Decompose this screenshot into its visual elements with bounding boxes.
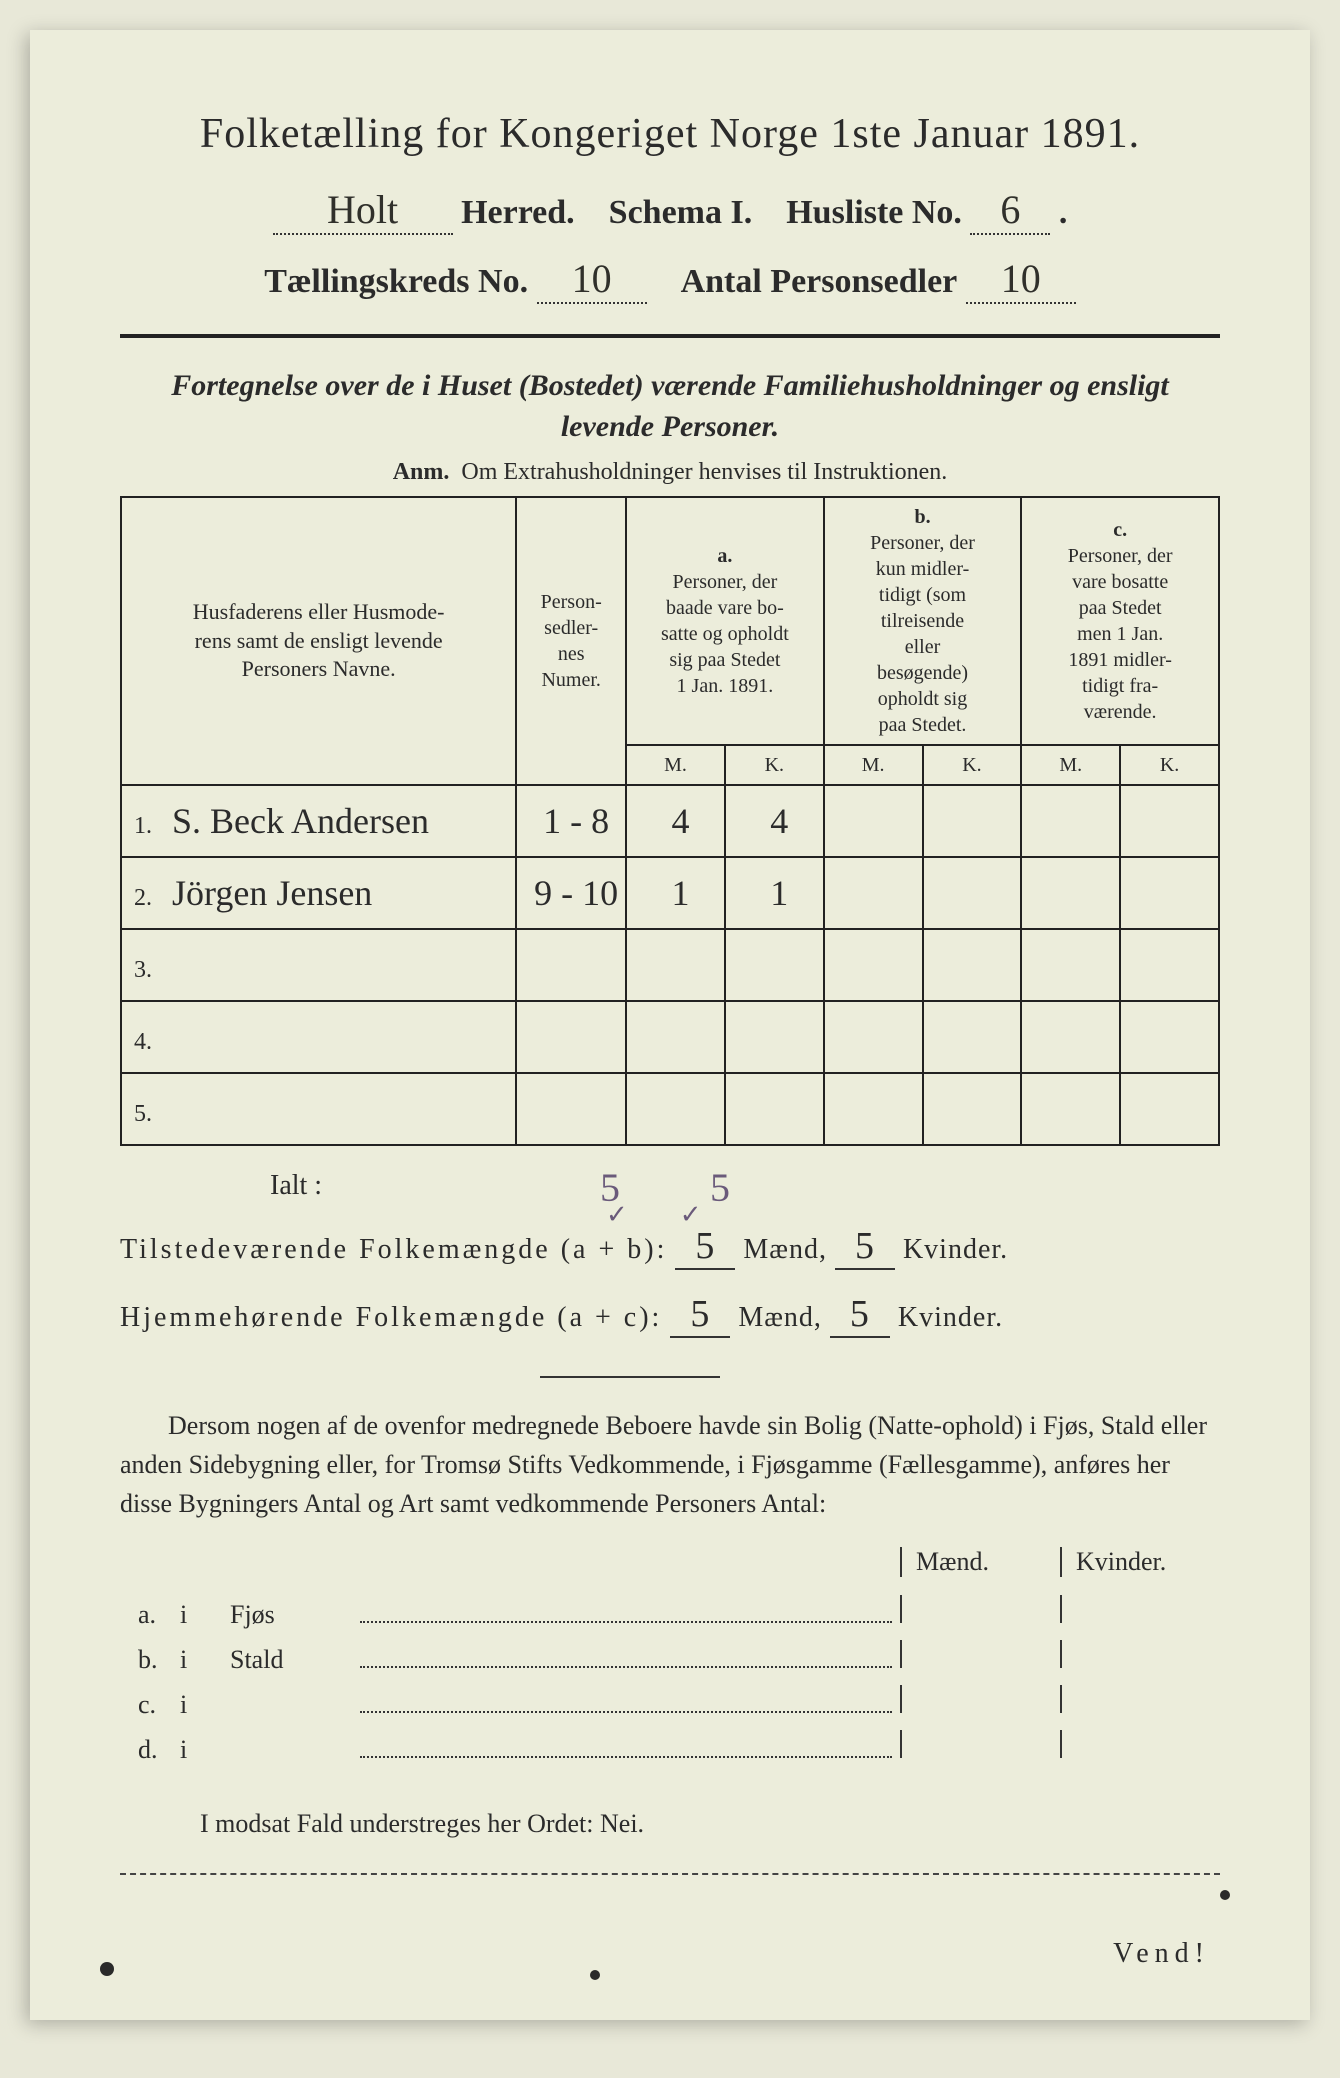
cell-cm	[1021, 857, 1120, 929]
ink-spot	[590, 1970, 600, 1980]
header-row-2: Holt Herred. Schema I. Husliste No. 6 .	[120, 186, 1220, 235]
cell-ak	[725, 929, 824, 1001]
table-row: 3.	[121, 929, 1219, 1001]
building-list: a.iFjøs b.iStald c.i d.i	[120, 1595, 1220, 1765]
herred-label: Herred.	[461, 194, 575, 231]
herred-value: Holt	[273, 186, 453, 235]
th-col-c: c. Personer, der vare bosatte paa Stedet…	[1021, 497, 1219, 745]
cell-bk	[923, 929, 1022, 1001]
short-rule	[540, 1376, 720, 1378]
cell-bm	[824, 857, 923, 929]
building-paragraph: Dersom nogen af de ovenfor medregnede Be…	[120, 1406, 1220, 1523]
ialt-row: Ialt : 5 5 ✓✓	[120, 1170, 1220, 1202]
antal-label: Antal Personsedler	[681, 263, 958, 300]
bottom-rule	[120, 1873, 1220, 1875]
summary-line-1: Tilstedeværende Folkemængde (a + b): 5 M…	[120, 1224, 1220, 1270]
table-row: 4.	[121, 1001, 1219, 1073]
cell-cm	[1021, 1073, 1120, 1145]
census-form-page: Folketælling for Kongeriget Norge 1ste J…	[30, 30, 1310, 2020]
list-item: d.i	[120, 1730, 1220, 1765]
mk-header: Mænd. Kvinder.	[120, 1547, 1220, 1577]
cell-ck	[1120, 929, 1219, 1001]
ink-spot	[1220, 1890, 1230, 1900]
check-marks: ✓✓	[606, 1200, 754, 1230]
cell-am	[626, 929, 725, 1001]
antal-no: 10	[966, 255, 1076, 304]
cell-bk	[923, 1073, 1022, 1145]
cell-bm	[824, 1073, 923, 1145]
person-numbers	[516, 929, 626, 1001]
cell-ak: 4	[725, 785, 824, 857]
row-number: 3.	[121, 929, 516, 1001]
th-col-b: b. Personer, der kun midler- tidigt (som…	[824, 497, 1022, 745]
table-row: 2. Jörgen Jensen9 - 1011	[121, 857, 1219, 929]
th-number: Person- sedler- nes Numer.	[516, 497, 626, 785]
list-item: b.iStald	[120, 1640, 1220, 1675]
cell-bk	[923, 1001, 1022, 1073]
person-numbers: 1 - 8	[516, 785, 626, 857]
anm-note: Anm. Om Extrahusholdninger henvises til …	[120, 459, 1220, 486]
list-item: c.i	[120, 1685, 1220, 1720]
th-name: Husfaderens eller Husmode- rens samt de …	[121, 497, 516, 785]
divider	[120, 334, 1220, 338]
cell-am: 4	[626, 785, 725, 857]
cell-ak	[725, 1001, 824, 1073]
cell-bk	[923, 785, 1022, 857]
section-heading: Fortegnelse over de i Huset (Bostedet) v…	[120, 366, 1220, 447]
household-table: Husfaderens eller Husmode- rens samt de …	[120, 496, 1220, 1146]
kreds-no: 10	[537, 255, 647, 304]
cell-bk	[923, 857, 1022, 929]
row-number: 5.	[121, 1073, 516, 1145]
husliste-no: 6	[970, 186, 1050, 235]
kreds-label: Tællingskreds No.	[264, 263, 528, 300]
husliste-label: Husliste No.	[786, 194, 962, 231]
ink-spot	[100, 1962, 114, 1976]
summary-line-2: Hjemmehørende Folkemængde (a + c): 5 Mæn…	[120, 1292, 1220, 1338]
page-title: Folketælling for Kongeriget Norge 1ste J…	[120, 110, 1220, 158]
schema-label: Schema I.	[609, 194, 753, 231]
vend-label: Vend!	[1113, 1938, 1210, 1970]
table-row: 5.	[121, 1073, 1219, 1145]
cell-bm	[824, 785, 923, 857]
cell-bm	[824, 1001, 923, 1073]
cell-ak: 1	[725, 857, 824, 929]
row-number: 2. Jörgen Jensen	[121, 857, 516, 929]
row-number: 4.	[121, 1001, 516, 1073]
person-numbers: 9 - 10	[516, 857, 626, 929]
th-col-a: a. Personer, der baade vare bo- satte og…	[626, 497, 824, 745]
cell-am	[626, 1001, 725, 1073]
cell-am: 1	[626, 857, 725, 929]
nei-note: I modsat Fald understreges her Ordet: Ne…	[120, 1809, 1220, 1839]
cell-bm	[824, 929, 923, 1001]
header-row-3: Tællingskreds No. 10 Antal Personsedler …	[120, 255, 1220, 304]
cell-cm	[1021, 1001, 1120, 1073]
cell-cm	[1021, 785, 1120, 857]
cell-ak	[725, 1073, 824, 1145]
person-numbers	[516, 1073, 626, 1145]
cell-ck	[1120, 1073, 1219, 1145]
row-number: 1. S. Beck Andersen	[121, 785, 516, 857]
cell-am	[626, 1073, 725, 1145]
cell-ck	[1120, 1001, 1219, 1073]
cell-ck	[1120, 857, 1219, 929]
list-item: a.iFjøs	[120, 1595, 1220, 1630]
cell-ck	[1120, 785, 1219, 857]
table-row: 1. S. Beck Andersen1 - 844	[121, 785, 1219, 857]
cell-cm	[1021, 929, 1120, 1001]
person-numbers	[516, 1001, 626, 1073]
